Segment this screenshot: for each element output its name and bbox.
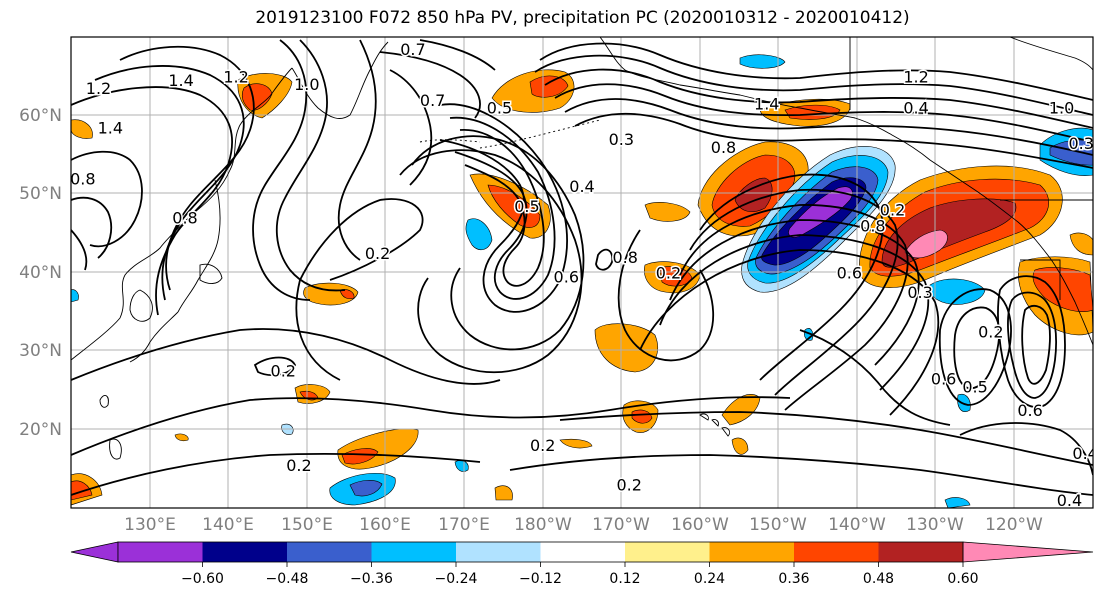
lon-label-160e: 160°E (359, 515, 411, 535)
contour-label: 0.2 (978, 322, 1003, 341)
lat-label-50n: 50°N (19, 184, 62, 204)
colorbar-extend-max (962, 541, 1094, 563)
contour-label: 0.8 (860, 216, 885, 235)
contour-label: 1.4 (98, 118, 123, 137)
colorbar-tick-label: −0.12 (519, 571, 562, 587)
contour-label: 0.6 (931, 369, 956, 388)
contour-label: 0.7 (420, 91, 445, 110)
colorbar-segment (118, 542, 203, 562)
plot-frame (70, 36, 1094, 509)
contour-label: 0.6 (554, 267, 579, 286)
lon-label-130w: 130°W (906, 515, 964, 535)
lon-label-140w: 140°W (828, 515, 886, 535)
contour-label: 0.2 (530, 436, 555, 455)
contour-label: 0.2 (656, 264, 681, 283)
contour-label: 1.0 (294, 75, 319, 94)
contour-label: 0.6 (837, 264, 862, 283)
colorbar-tick-label: 0.60 (947, 571, 978, 587)
contour-label: 0.8 (711, 138, 736, 157)
longitude-labels: 130°E 140°E 150°E 160°E 170°E 180°W 170°… (124, 515, 1043, 535)
contour-label: 0.5 (962, 377, 987, 396)
colorbar-tick-label: −0.36 (350, 571, 393, 587)
lon-label-150e: 150°E (281, 515, 333, 535)
contour-label: 1.4 (754, 95, 779, 114)
lat-label-30n: 30°N (19, 341, 62, 361)
colorbar-segment (287, 542, 372, 562)
contour-label: 0.4 (1057, 491, 1082, 510)
contour-labels: 1.2 1.4 1.2 1.0 0.7 0.7 0.5 1.4 0.8 0.8 0.4 0.5 0.3 0… (70, 38, 1097, 526)
lat-label-60n: 60°N (19, 106, 62, 126)
latitude-labels: 60°N 50°N 40°N 30°N 20°N (19, 106, 62, 440)
colorbar-tick-label: −0.60 (181, 571, 224, 587)
contour-label: 0.3 (609, 130, 634, 149)
contour-label: 0.2 (365, 244, 390, 263)
contour-label: 0.4 (1072, 444, 1097, 463)
colorbar-segment (202, 542, 287, 562)
colorbar-segment (794, 542, 879, 562)
colorbar-segment (625, 542, 710, 562)
contour-label: 0.5 (487, 99, 512, 118)
colorbar-tick-label: 0.12 (609, 571, 640, 587)
contour-label: 0.7 (400, 40, 425, 59)
lon-label-180w: 180°W (514, 515, 572, 535)
contour-label: 0.3 (1068, 134, 1093, 153)
contour-label: 0.3 (907, 283, 932, 302)
colorbar-tick-label: 0.48 (863, 571, 894, 587)
pv-contours (71, 39, 1093, 496)
contour-label: 0.5 (514, 197, 539, 216)
colorbar-tick-label: −0.24 (435, 571, 478, 587)
contour-label: 0.2 (286, 456, 311, 475)
colorbar-tick-label: 0.36 (778, 571, 809, 587)
contour-label: 0.4 (903, 99, 928, 118)
colorbar-extend-min (70, 541, 119, 563)
lon-label-150w: 150°W (749, 515, 807, 535)
map-title: 2019123100 F072 850 hPa PV, precipitatio… (255, 8, 910, 28)
contour-label: 1.2 (223, 67, 248, 86)
lat-label-20n: 20°N (19, 420, 62, 440)
colorbar: −0.60 −0.48 −0.36 −0.24 −0.12 0.12 0.24 … (70, 541, 1094, 587)
lon-label-130e: 130°E (124, 515, 176, 535)
contour-label: 0.2 (616, 475, 641, 494)
contour-label: 0.2 (880, 201, 905, 220)
colorbar-tick-label: −0.48 (266, 571, 309, 587)
contour-label: 0.8 (172, 209, 197, 228)
colorbar-segment (878, 542, 963, 562)
colorbar-tick-label: 0.24 (694, 571, 725, 587)
lon-label-170e: 170°E (438, 515, 490, 535)
colorbar-segment (456, 542, 541, 562)
lat-label-40n: 40°N (19, 263, 62, 283)
colorbar-segment (371, 542, 456, 562)
contour-label: 0.8 (70, 169, 95, 188)
lon-label-170w: 170°W (592, 515, 650, 535)
contour-label: 0.2 (1072, 507, 1097, 526)
contour-label: 0.8 (613, 248, 638, 267)
contour-label: 0.4 (569, 177, 594, 196)
contour-label: 0.6 (1017, 401, 1042, 420)
lon-label-160w: 160°W (671, 515, 729, 535)
contour-label: 1.2 (86, 79, 111, 98)
contour-label: 1.4 (168, 71, 193, 90)
contour-label: 0.2 (271, 362, 296, 381)
contour-label: 1.2 (903, 67, 928, 86)
lon-label-140e: 140°E (202, 515, 254, 535)
colorbar-segment (709, 542, 794, 562)
contour-label: 1.0 (1049, 99, 1074, 118)
lon-label-120w: 120°W (985, 515, 1043, 535)
colorbar-segment (540, 542, 625, 562)
